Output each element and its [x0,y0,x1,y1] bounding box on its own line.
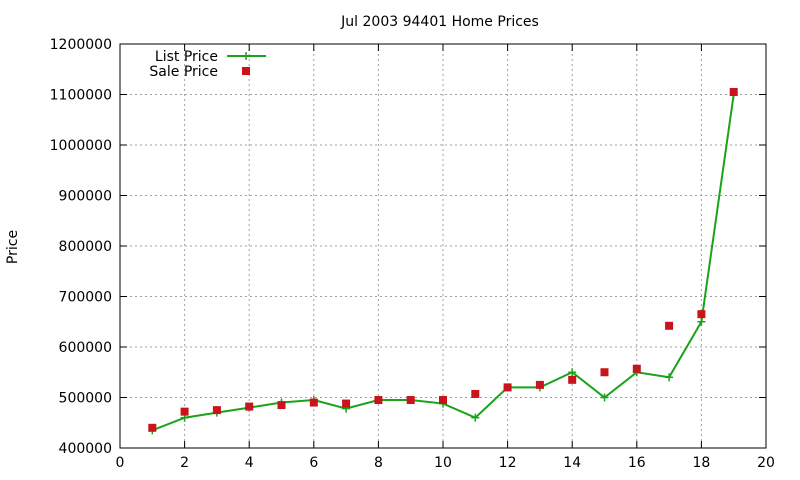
list-price-point [471,413,480,422]
x-tick-label: 0 [116,455,125,471]
x-tick-label: 20 [757,455,775,471]
list-price-point [568,368,577,377]
sale-price-point [309,398,318,407]
grid [120,44,766,448]
y-tick-label: 1100000 [50,88,112,104]
legend-plus-marker [242,52,250,60]
x-tick-label: 8 [374,455,383,471]
x-tick-label: 12 [499,455,517,471]
x-tick-label: 14 [563,455,581,471]
y-tick-label: 500000 [59,391,112,407]
x-tick-label: 4 [245,455,254,471]
sale-price-point [212,406,221,415]
sale-price-point [729,87,738,96]
x-tick-label: 18 [692,455,710,471]
x-tick-label: 16 [628,455,646,471]
plot-border [119,43,767,449]
sale-price-point [180,407,189,416]
y-axis-label: Price [5,230,21,264]
y-tick-label: 1000000 [50,138,112,154]
series-list-price [148,90,738,435]
sale-price-point [148,423,157,432]
y-tick-label: 1200000 [50,37,112,53]
y-tick-label: 400000 [59,441,112,457]
list-price-point [665,373,674,382]
sale-price-point [665,321,674,330]
sale-price-point [503,383,512,392]
x-tick-label: 2 [180,455,189,471]
sale-price-point [600,368,609,377]
x-tick-label: 10 [434,455,452,471]
sale-price-point [406,396,415,405]
legend-square-marker [242,67,250,75]
sale-price-point [439,396,447,405]
chart-title: Jul 2003 94401 Home Prices [340,14,539,30]
sale-price-point [342,399,351,408]
legend-label: List Price [155,49,218,65]
list-price-point [697,317,706,326]
sale-price-point [374,396,383,405]
series-sale-price [148,87,738,432]
legend-label: Sale Price [149,64,218,80]
sale-price-point [568,375,577,384]
list-price-point [600,393,609,402]
sale-price-point [471,389,480,398]
y-tick-label: 900000 [59,189,112,205]
x-tick-label: 6 [309,455,318,471]
sale-price-point [632,364,641,373]
tick-labels: 400000 500000 600000 700000 800000 900000 1000… [50,37,775,471]
y-tick-label: 600000 [59,340,112,356]
plot-area [148,87,738,435]
sale-price-point [697,310,706,319]
sale-price-point [245,402,254,411]
y-tick-label: 800000 [59,239,112,255]
y-tick-label: 700000 [59,290,112,306]
sale-price-point [535,380,544,389]
sale-price-point [277,401,286,410]
